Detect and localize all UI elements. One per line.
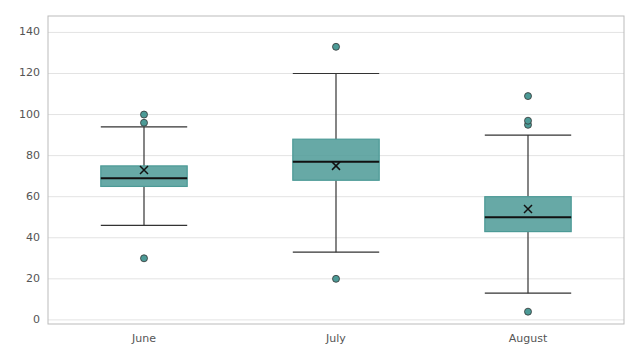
mean-marker	[140, 166, 148, 174]
y-tick-label: 140	[19, 25, 40, 38]
box	[485, 197, 571, 232]
whisker-high	[527, 135, 528, 197]
chart-container: 0 20 40 60 80 100 120 140 June July August	[0, 0, 640, 360]
y-tick-labels: 0 20 40 60 80 100 120 140	[19, 25, 40, 325]
y-tick-label: 120	[19, 66, 40, 79]
grid-line	[48, 32, 624, 33]
mean-marker	[524, 205, 532, 213]
box-group	[485, 93, 571, 316]
y-tick-label: 20	[26, 272, 40, 285]
whisker-low	[143, 186, 144, 225]
y-tick-label: 80	[26, 149, 40, 162]
cap-high	[293, 73, 379, 74]
cap-low	[485, 293, 571, 294]
box-group	[101, 111, 187, 262]
flier	[525, 308, 532, 315]
flier	[333, 275, 340, 282]
median-line	[101, 177, 187, 179]
median-line	[293, 161, 379, 163]
flier	[333, 43, 340, 50]
plot-frame	[48, 16, 624, 324]
median-line	[485, 216, 571, 218]
y-tick-label: 40	[26, 231, 40, 244]
boxes	[101, 43, 571, 315]
box	[293, 139, 379, 180]
whisker-high	[143, 127, 144, 166]
x-tick-label: August	[509, 332, 548, 345]
flier	[141, 119, 148, 126]
chart-svg: 0 20 40 60 80 100 120 140 June July August	[0, 0, 640, 360]
grid-line	[48, 319, 624, 320]
flier	[525, 93, 532, 100]
flier	[525, 117, 532, 124]
y-tick-label: 100	[19, 108, 40, 121]
whisker-low	[335, 180, 336, 252]
grid-line	[48, 73, 624, 74]
cap-high	[485, 134, 571, 135]
mean-marker	[332, 162, 340, 170]
y-tick-label: 60	[26, 190, 40, 203]
box-group	[293, 43, 379, 282]
x-tick-label: July	[325, 332, 346, 345]
flier	[141, 255, 148, 262]
whisker-low	[527, 232, 528, 294]
y-tick-label: 0	[33, 313, 40, 326]
cap-low	[101, 225, 187, 226]
flier	[141, 111, 148, 118]
x-tick-labels: June July August	[131, 332, 548, 345]
cap-low	[293, 252, 379, 253]
x-tick-label: June	[131, 332, 156, 345]
y-grid	[48, 32, 624, 319]
box	[101, 166, 187, 187]
whisker-high	[335, 73, 336, 139]
